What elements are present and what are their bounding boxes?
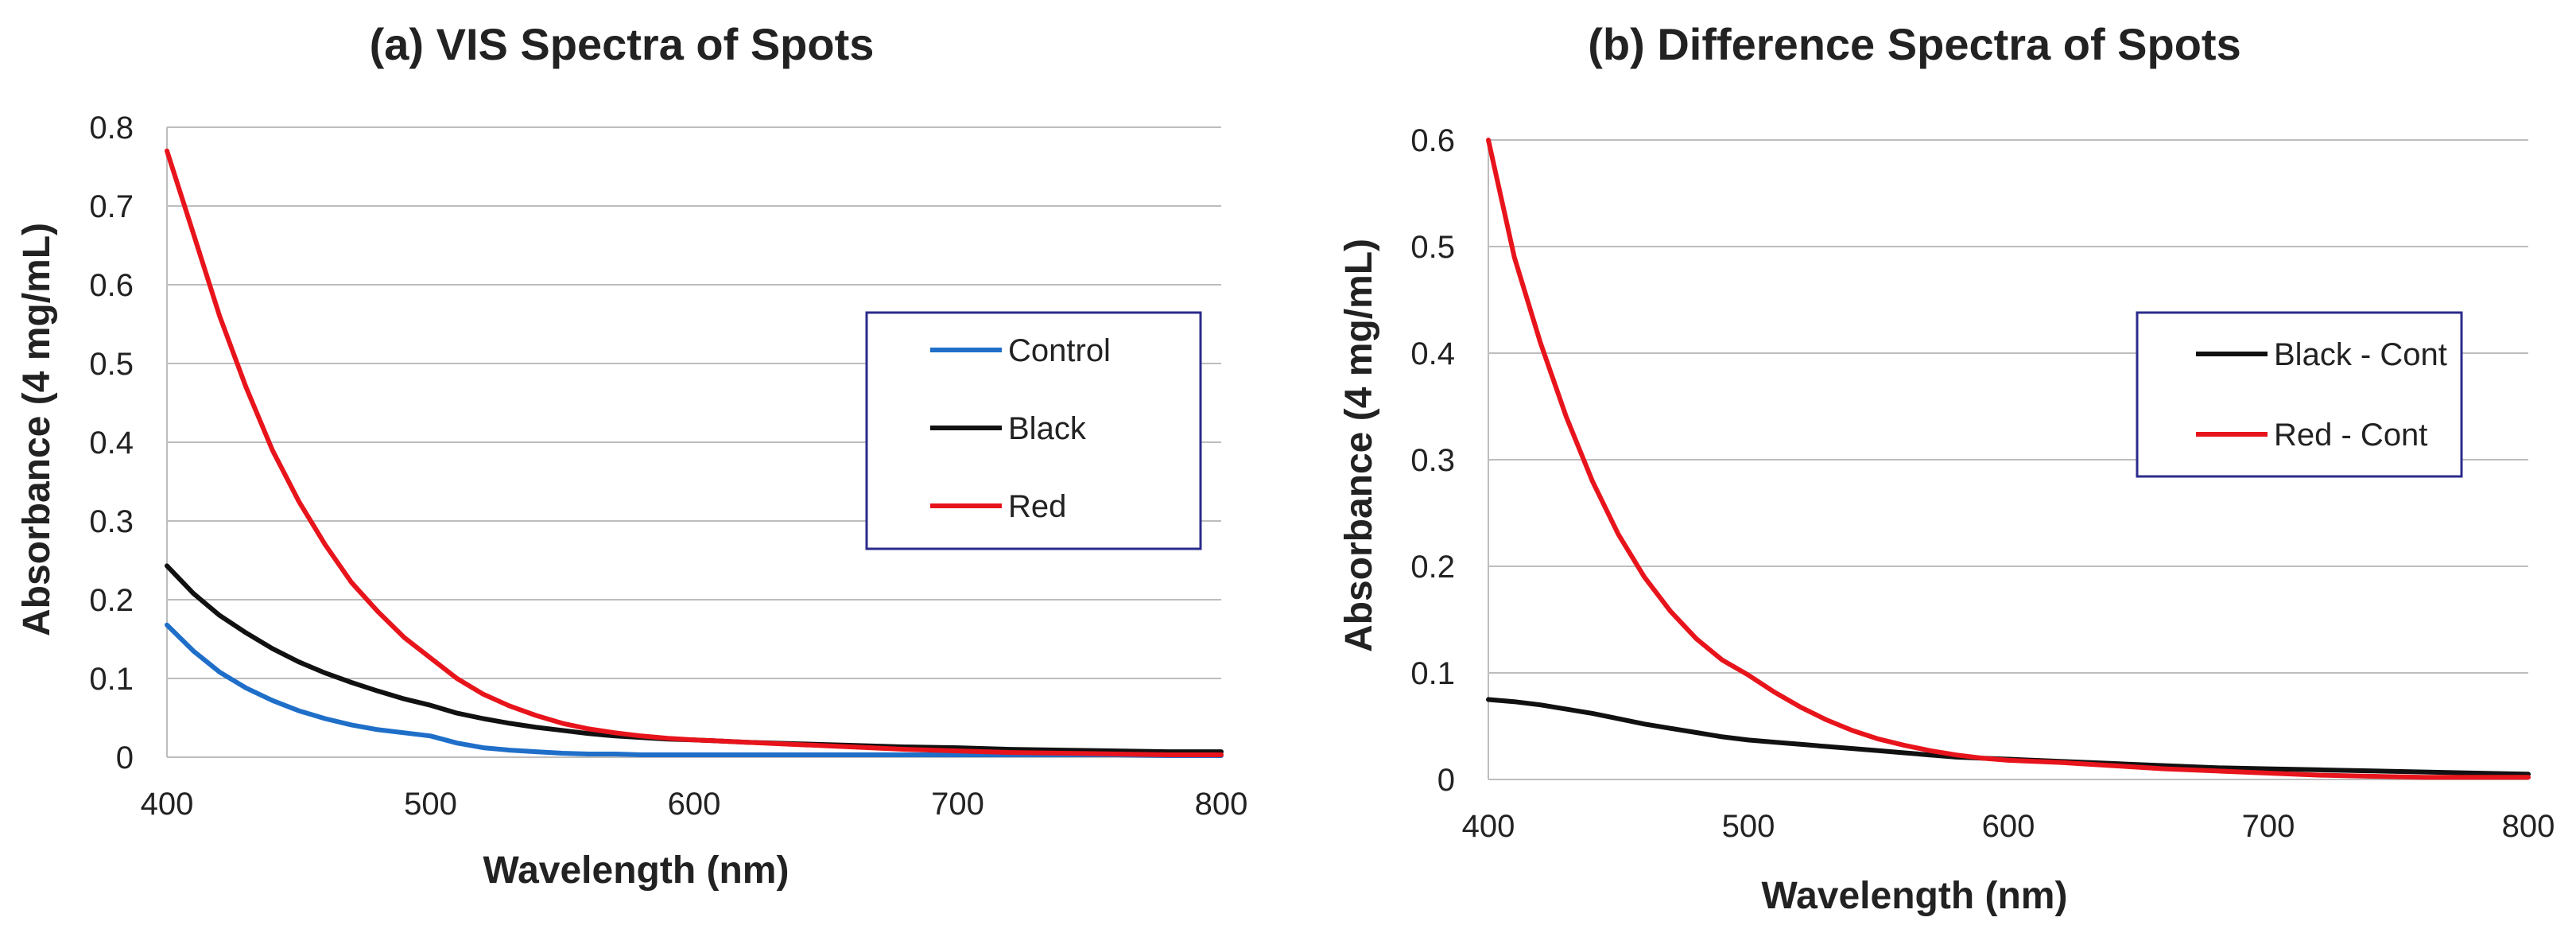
legend-label-black: Black bbox=[1008, 411, 1087, 446]
y-tick-label: 0.7 bbox=[89, 189, 134, 224]
y-tick-label: 0.3 bbox=[1410, 443, 1455, 478]
y-axis-title: Absorbance (4 mg/mL) bbox=[1338, 239, 1380, 652]
x-tick-label: 500 bbox=[1722, 809, 1775, 844]
y-axis-title: Absorbance (4 mg/mL) bbox=[16, 223, 58, 636]
series-line-control bbox=[165, 622, 1224, 758]
y-tick-label: 0.8 bbox=[89, 111, 134, 146]
chart-title: (a) VIS Spectra of Spots bbox=[370, 19, 875, 69]
series-line-black bbox=[165, 563, 1224, 755]
panel-a: (a) VIS Spectra of Spots 0 0.1 0.2 0.3 0.4 0.… bbox=[16, 19, 1247, 892]
x-tick-label: 400 bbox=[1462, 809, 1515, 844]
chart-title: (b) Difference Spectra of Spots bbox=[1588, 19, 2240, 69]
x-tick-label: 500 bbox=[404, 787, 457, 822]
legend-label-red: Red bbox=[1008, 489, 1066, 524]
legend-box bbox=[865, 311, 1202, 550]
x-tick-label: 800 bbox=[1195, 787, 1248, 822]
legend-label-black-cont: Black - Cont bbox=[2274, 337, 2447, 372]
x-tick-label: 600 bbox=[1982, 809, 2035, 844]
series-lines bbox=[165, 148, 1224, 758]
x-tick-labels: 400 500 600 700 800 bbox=[141, 787, 1248, 822]
y-tick-labels: 0 0.1 0.2 0.3 0.4 0.5 0.6 0.7 0.8 bbox=[89, 111, 134, 775]
y-tick-label: 0.6 bbox=[1410, 123, 1455, 158]
legend: Control Black Red bbox=[865, 311, 1202, 550]
series-line-red bbox=[165, 148, 1224, 757]
y-tick-label: 0.2 bbox=[89, 583, 134, 618]
legend-label-control: Control bbox=[1008, 333, 1111, 368]
y-tick-label: 0.5 bbox=[1410, 230, 1455, 265]
y-tick-label: 0.4 bbox=[89, 426, 134, 461]
x-tick-label: 400 bbox=[141, 787, 194, 822]
x-tick-label: 700 bbox=[931, 787, 984, 822]
y-tick-label: 0 bbox=[1437, 763, 1455, 798]
y-tick-label: 0.2 bbox=[1410, 550, 1455, 585]
legend-box bbox=[2136, 311, 2463, 478]
y-tick-labels: 0 0.1 0.2 0.3 0.4 0.5 0.6 bbox=[1410, 123, 1455, 798]
y-tick-label: 0.3 bbox=[89, 504, 134, 539]
x-tick-label: 600 bbox=[668, 787, 721, 822]
x-tick-label: 800 bbox=[2502, 809, 2555, 844]
series-line-red-cont bbox=[1486, 138, 2531, 780]
series-line-black-cont bbox=[1486, 697, 2531, 777]
series-lines bbox=[1486, 138, 2531, 780]
legend: Black - Cont Red - Cont bbox=[2136, 311, 2463, 478]
x-axis-title: Wavelength (nm) bbox=[483, 849, 789, 892]
panel-b: (b) Difference Spectra of Spots 00.10.20… bbox=[1338, 19, 2555, 917]
y-tick-label: 0.6 bbox=[89, 268, 134, 303]
y-tick-label: 0.4 bbox=[1410, 336, 1455, 371]
x-tick-label: 700 bbox=[2242, 809, 2295, 844]
x-tick-labels: 400 500 600 700 800 bbox=[1462, 809, 2555, 844]
y-tick-label: 0 bbox=[116, 740, 134, 775]
axes bbox=[1488, 140, 2528, 780]
y-tick-label: 0.1 bbox=[89, 662, 134, 697]
y-tick-label: 0.5 bbox=[89, 347, 134, 382]
x-axis-title: Wavelength (nm) bbox=[1762, 875, 2068, 917]
legend-label-red-cont: Red - Cont bbox=[2274, 418, 2427, 453]
y-tick-label: 0.1 bbox=[1410, 656, 1455, 691]
